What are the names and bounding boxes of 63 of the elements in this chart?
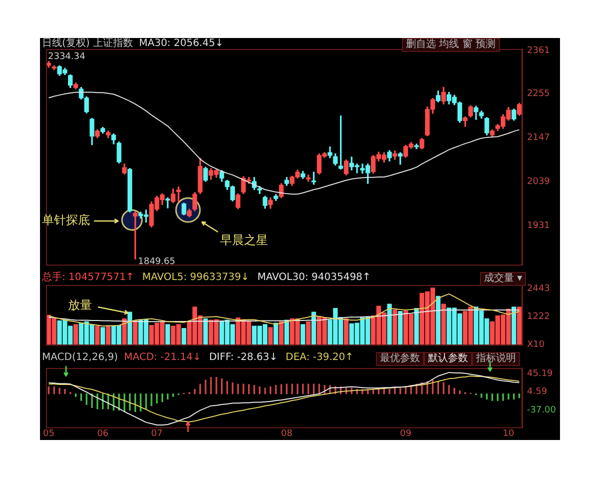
bar	[516, 306, 522, 345]
bar	[284, 320, 290, 345]
x-tick-label: 10	[502, 428, 514, 439]
bar	[73, 324, 78, 345]
bar	[414, 308, 419, 345]
text: MAVOL5: 99633739↓	[142, 272, 250, 283]
series-label: MACD: -21.14↓	[124, 352, 202, 363]
bar	[132, 320, 138, 345]
bar	[344, 318, 349, 345]
x-tick-label: 07	[151, 428, 163, 439]
y-tick-label: -37.00	[527, 406, 556, 416]
bar	[128, 312, 132, 345]
bar	[95, 326, 100, 345]
bar	[311, 312, 316, 345]
bar	[165, 324, 170, 345]
bar	[436, 296, 440, 345]
y-tick-label: 4.59	[527, 387, 548, 398]
bar	[392, 310, 398, 345]
bar	[300, 324, 306, 345]
bar	[306, 321, 311, 345]
bar	[512, 306, 516, 345]
annotation: 放量	[68, 298, 92, 312]
bar	[122, 318, 127, 345]
annotation: 2334.34	[48, 52, 86, 63]
annotation: 早晨之星	[220, 233, 268, 247]
y-tick-label: 2147	[527, 133, 550, 144]
x-tick-label: 06	[97, 428, 109, 439]
y-tick-label: 2361	[527, 46, 550, 56]
text: DIFF: -28.63↓	[209, 352, 278, 363]
bar	[100, 327, 106, 345]
bar	[387, 304, 392, 345]
x-tick-label: 05	[42, 428, 54, 439]
text: DEA: -39.20↑	[286, 352, 354, 363]
y-tick-label: 45.19	[527, 369, 554, 380]
text: 总手: 104577571↑	[42, 272, 134, 283]
text: MA30: 2056.45↓	[138, 38, 224, 49]
text: MAVOL30: 94035498↑	[257, 272, 371, 283]
bar	[203, 318, 208, 345]
y-tick-label: 2255	[527, 89, 550, 100]
bar	[268, 327, 273, 345]
y-tick-label: 2039	[527, 177, 550, 188]
y-tick-label: X10	[527, 340, 545, 350]
bar	[274, 322, 278, 345]
y-tick-label: 1931	[527, 221, 550, 232]
bar	[106, 326, 111, 345]
text: 指标说明	[472, 352, 520, 366]
bar	[278, 321, 284, 345]
x-tick-label: 08	[280, 428, 293, 439]
bar	[398, 311, 403, 345]
annotation: 单针探底	[42, 213, 90, 227]
chart-title: MACD(12,26,9)	[42, 352, 118, 363]
annotation: 1849.65	[138, 257, 176, 268]
annotation: 删自选 均线 窗 预测	[402, 38, 500, 52]
text: 成交量 ▾	[480, 272, 526, 286]
bar	[182, 328, 186, 345]
text: 默认参数	[424, 352, 472, 366]
candlestick	[176, 186, 181, 202]
x-tick-label: 09	[400, 428, 412, 439]
y-tick-label: 1222	[527, 312, 550, 322]
chart-title: 日线(复权) 上证指数	[42, 38, 133, 49]
bar	[441, 304, 446, 345]
text: 最优参数	[376, 352, 424, 366]
y-tick-label: 2443	[527, 284, 550, 294]
